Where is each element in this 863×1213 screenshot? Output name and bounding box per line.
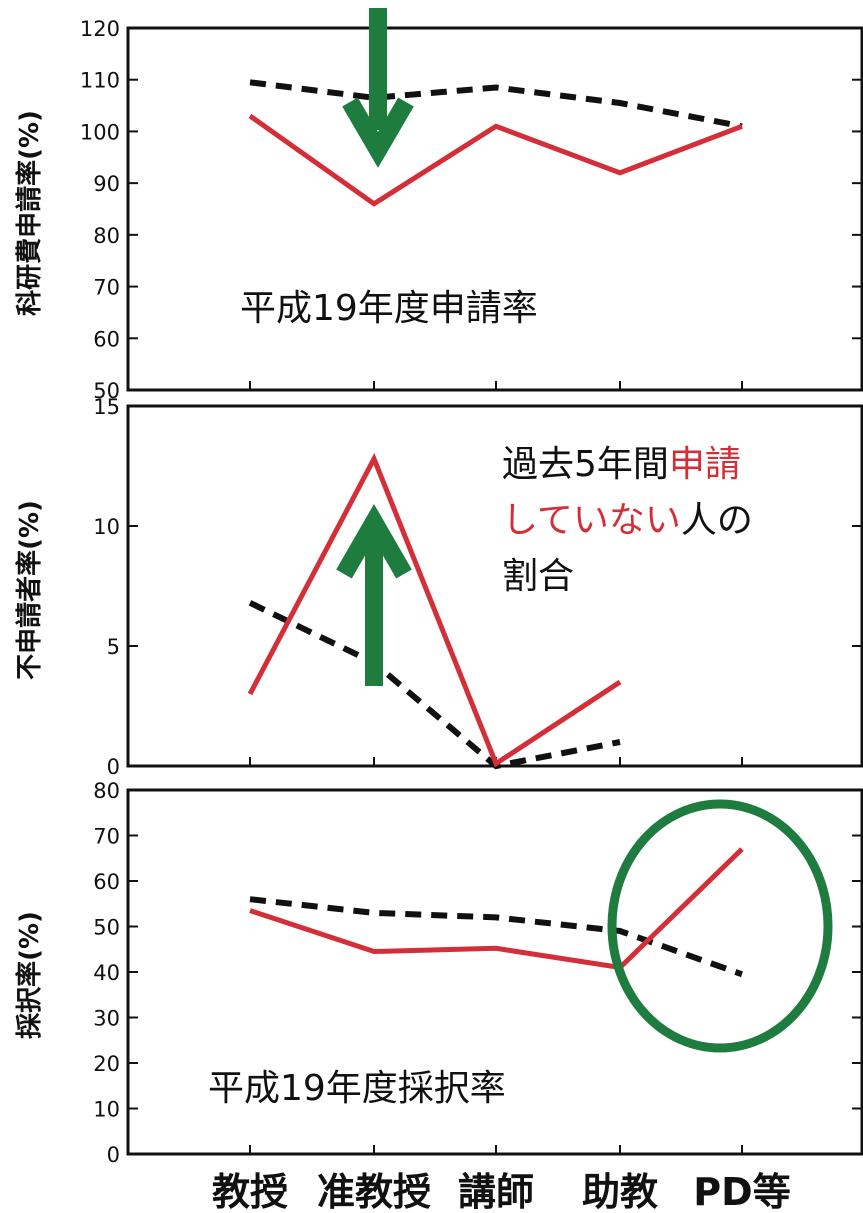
panel-non-applicant-rate: 0 5 10 15 不申請者率(%) 過去5年間申請 していない人の 割合 bbox=[14, 395, 863, 779]
y-tick-label: 50 bbox=[93, 379, 120, 403]
green-circle-highlight bbox=[607, 799, 833, 1053]
panel-2-annotation-line-3: 割合 bbox=[502, 556, 574, 597]
panel-3-y-ticks: 0 10 20 30 40 50 60 70 80 bbox=[93, 779, 862, 1167]
panel-3-dashed-series bbox=[249, 896, 744, 978]
panel-1-y-ticks: 50 60 70 80 90 100 110 120 bbox=[80, 17, 862, 403]
panel-application-rate: 50 60 70 80 90 100 110 120 科研費申請率(%) 平成19年度申請率 bbox=[14, 8, 863, 403]
annotation-1-part-b: 申請 bbox=[669, 444, 741, 485]
y-tick-label: 120 bbox=[80, 17, 120, 41]
y-tick-label: 40 bbox=[93, 961, 120, 985]
panel-2-ylabel: 不申請者率(%) bbox=[14, 500, 45, 680]
y-tick-label: 30 bbox=[93, 1007, 120, 1031]
panel-3-red-series bbox=[249, 847, 744, 971]
panel-1-frame bbox=[126, 26, 863, 392]
y-tick-label: 60 bbox=[93, 327, 120, 351]
y-tick-label: 10 bbox=[93, 515, 120, 539]
y-tick-label: 100 bbox=[80, 120, 120, 144]
y-tick-label: 60 bbox=[93, 870, 120, 894]
panel-2-dashed-series bbox=[248, 600, 621, 770]
category-label: PD等 bbox=[693, 1170, 790, 1213]
annotation-1-part-a: 過去5年間 bbox=[502, 444, 669, 485]
panel-1-dashed-series bbox=[249, 79, 743, 130]
red-series-line bbox=[248, 113, 743, 207]
panel-adoption-rate: 0 10 20 30 40 50 60 70 80 採択率(%) 平成19年度採択率 bbox=[14, 779, 863, 1167]
dashed-series-line bbox=[249, 79, 743, 130]
dashed-series-line bbox=[249, 896, 744, 978]
panel-3-title: 平成19年度採択率 bbox=[208, 1068, 506, 1109]
annotation-2-part-b: 人の bbox=[681, 500, 753, 541]
y-tick-label: 0 bbox=[107, 755, 120, 779]
dashed-series-line bbox=[248, 600, 621, 770]
panel-1-red-series bbox=[248, 113, 743, 207]
y-tick-label: 0 bbox=[107, 1143, 120, 1167]
category-label: 准教授 bbox=[317, 1170, 431, 1213]
category-label: 助教 bbox=[582, 1170, 658, 1213]
green-up-arrow-icon bbox=[336, 503, 412, 686]
y-tick-label: 80 bbox=[93, 779, 120, 803]
y-tick-label: 15 bbox=[93, 395, 120, 419]
x-category-labels: 教授 准教授 講師 助教 PD等 bbox=[212, 1170, 791, 1213]
y-tick-label: 80 bbox=[93, 224, 120, 248]
panel-2-annotation-line-1: 過去5年間申請 bbox=[502, 444, 741, 485]
panel-3-ylabel: 採択率(%) bbox=[14, 911, 45, 1039]
panel-1-title: 平成19年度申請率 bbox=[240, 288, 538, 329]
panel-2-red-series bbox=[247, 452, 622, 768]
annotation-2-part-a: していない bbox=[502, 500, 681, 541]
y-tick-label: 90 bbox=[93, 172, 120, 196]
y-tick-label: 110 bbox=[80, 69, 120, 93]
y-tick-label: 20 bbox=[93, 1052, 120, 1076]
y-tick-label: 50 bbox=[93, 916, 120, 940]
panel-2-y-ticks: 0 5 10 15 bbox=[93, 395, 862, 779]
y-tick-label: 70 bbox=[93, 276, 120, 300]
panel-2-annotation-line-2: していない人の bbox=[502, 500, 753, 541]
category-label: 講師 bbox=[458, 1170, 534, 1213]
green-down-arrow-icon bbox=[342, 8, 414, 168]
panel-1-ylabel: 科研費申請率(%) bbox=[14, 110, 45, 316]
panel-2-frame bbox=[126, 404, 863, 768]
y-tick-label: 10 bbox=[93, 1098, 120, 1122]
y-tick-label: 5 bbox=[107, 635, 120, 659]
category-label: 教授 bbox=[212, 1170, 288, 1213]
red-series-line bbox=[249, 847, 744, 971]
red-series-line bbox=[247, 452, 622, 768]
y-tick-label: 70 bbox=[93, 825, 120, 849]
